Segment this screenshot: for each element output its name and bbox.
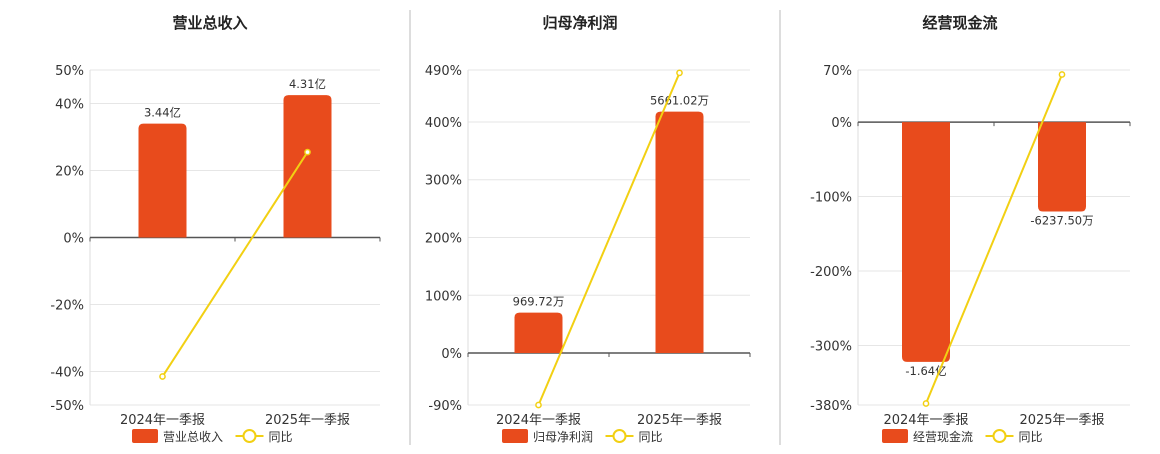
yoy-point [922, 400, 930, 407]
y-tick-label: 0% [441, 347, 462, 362]
y-tick-label: 0% [63, 232, 84, 247]
bar-data-label: 5661.02万 [650, 94, 709, 108]
y-tick-label: -50% [50, 399, 84, 414]
x-tick-label: 2024年一季报 [120, 413, 205, 428]
y-tick-label: 50% [55, 64, 84, 79]
bar [514, 312, 563, 354]
chart-title: 归母净利润 [542, 14, 617, 32]
bar-data-label: -1.64亿 [905, 364, 946, 378]
y-tick-label: 0% [831, 116, 852, 131]
y-tick-label: 40% [55, 98, 84, 113]
legend-bar-label: 经营现金流 [913, 429, 973, 444]
yoy-line [537, 72, 681, 406]
x-tick-label: 2024年一季报 [496, 413, 581, 428]
yoy-point [304, 148, 311, 156]
bar [1038, 122, 1086, 212]
y-tick-label: 400% [425, 116, 462, 131]
chart-title: 经营现金流 [922, 14, 997, 32]
yoy-point [1058, 71, 1066, 78]
legend-line-label: 同比 [639, 430, 663, 444]
y-tick-label: -40% [50, 366, 84, 381]
x-tick-label: 2025年一季报 [637, 413, 722, 428]
legend-line-marker [242, 429, 257, 443]
y-tick-label: 70% [823, 64, 852, 79]
y-tick-label: -380% [810, 399, 852, 414]
x-tick-label: 2024年一季报 [883, 413, 968, 428]
bar-data-label: 4.31亿 [289, 77, 326, 91]
bar-data-label: 3.44亿 [144, 106, 181, 120]
y-tick-label: -200% [810, 265, 852, 280]
chart-title: 营业总收入 [172, 14, 247, 32]
legend-bar-label: 营业总收入 [163, 430, 223, 444]
legend-bar-swatch [132, 429, 158, 443]
legend-line-marker [612, 429, 627, 443]
y-tick-label: -20% [50, 299, 84, 314]
yoy-point [676, 69, 683, 77]
chart-panel-3: 经营现金流 70% 0% -100% -200% -300% -380% 2024年一季报 20… [810, 14, 1131, 444]
legend-bar-label: 归母净利润 [533, 430, 593, 444]
yoy-point [159, 373, 166, 380]
legend-bar-swatch [502, 429, 528, 443]
y-tick-label: 100% [425, 289, 462, 304]
legend-bar-swatch [882, 429, 908, 443]
legend-line-label: 同比 [269, 430, 293, 444]
x-tick-label: 2025年一季报 [265, 413, 350, 428]
bar-data-label: 969.72万 [513, 295, 565, 309]
legend: 营业总收入 同比 [132, 429, 293, 444]
legend: 经营现金流 同比 [882, 429, 1043, 444]
chart-panel-2: 归母净利润 490% 400% 300% 200% 100% 0% -90% 2024年一季报 2… [425, 14, 751, 444]
yoy-line [161, 151, 309, 378]
bar [283, 95, 332, 238]
y-tick-label: 490% [425, 64, 462, 79]
bar-data-label: -6237.50万 [1030, 213, 1093, 227]
y-tick-label: 300% [425, 174, 462, 189]
y-tick-label: -300% [810, 339, 852, 354]
bar [902, 122, 950, 362]
bar [138, 123, 187, 238]
y-tick-label: 20% [55, 165, 84, 180]
legend-line-label: 同比 [1019, 430, 1043, 444]
y-tick-label: -100% [810, 191, 852, 206]
yoy-line [925, 74, 1063, 404]
yoy-point [535, 401, 542, 409]
bar [655, 111, 704, 354]
legend: 归母净利润 同比 [502, 429, 663, 444]
chart-panel-1: 营业总收入 50% 40% 20% 0% -20% -40% -50% 2024年一季报 2025… [50, 14, 381, 444]
y-tick-label: -90% [428, 399, 462, 414]
x-tick-label: 2025年一季报 [1019, 413, 1104, 428]
y-tick-label: 200% [425, 232, 462, 247]
legend-line-marker [992, 429, 1007, 443]
